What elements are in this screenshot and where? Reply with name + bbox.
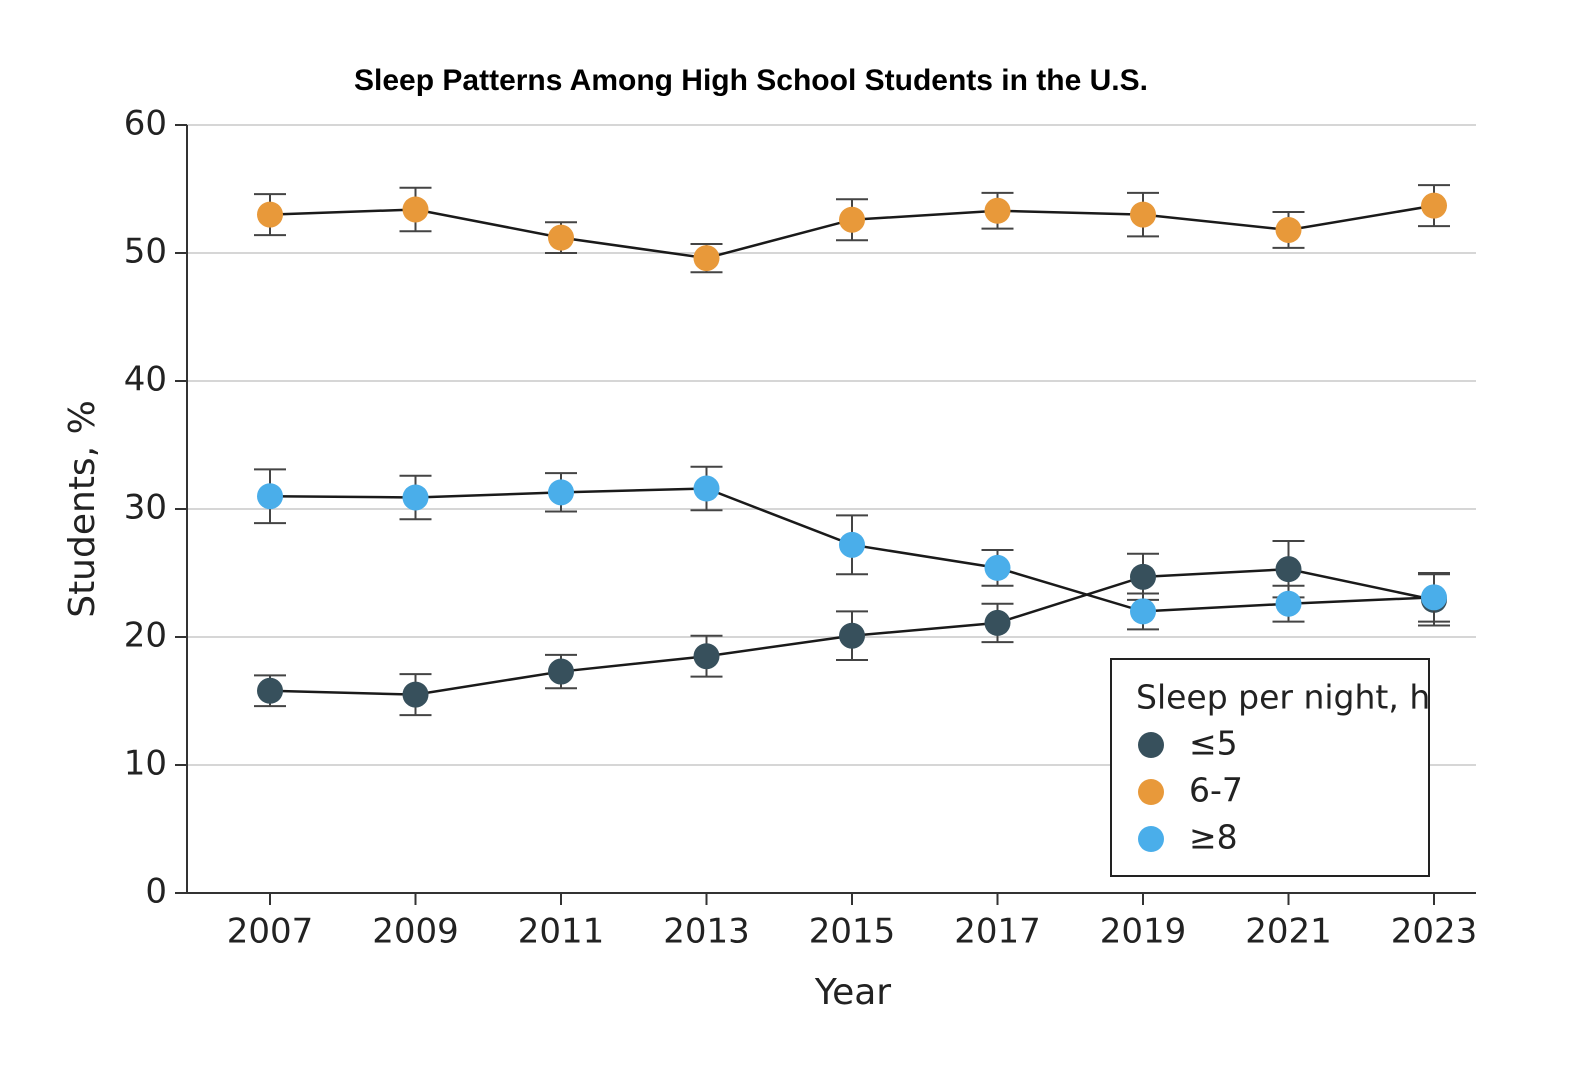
- legend-box: [1110, 658, 1430, 877]
- y-tick-label: 60: [124, 104, 167, 144]
- data-point: [1130, 598, 1156, 625]
- data-point: [402, 196, 429, 223]
- x-tick-label: 2009: [372, 912, 459, 952]
- data-point: [693, 475, 720, 502]
- legend-label: ≥8: [1189, 818, 1238, 857]
- data-point: [693, 245, 720, 272]
- data-point: [257, 201, 283, 228]
- legend-label: ≤5: [1189, 724, 1238, 763]
- y-tick-label: 0: [145, 872, 167, 912]
- series: [254, 465, 1450, 631]
- data-point: [257, 677, 283, 704]
- legend-marker: [1138, 779, 1164, 805]
- chart-title: Sleep Patterns Among High School Student…: [354, 64, 1148, 97]
- legend-label: 6-7: [1189, 771, 1243, 810]
- x-tick-label: 2007: [227, 912, 314, 952]
- data-point: [1275, 216, 1302, 243]
- legend: Sleep per night, h ≤5 6-7 ≥8: [1110, 658, 1430, 877]
- data-point: [548, 479, 574, 506]
- data-point: [548, 658, 574, 685]
- data-point: [839, 206, 865, 233]
- y-tick-label: 10: [124, 744, 167, 784]
- data-point: [1421, 192, 1447, 219]
- data-point: [402, 484, 429, 511]
- data-point: [984, 554, 1011, 581]
- series: [254, 540, 1450, 717]
- y-tick-label: 40: [124, 360, 167, 400]
- legend-marker: [1138, 826, 1164, 852]
- data-point: [402, 681, 429, 708]
- data-point: [839, 622, 865, 649]
- legend-marker: [1138, 732, 1164, 758]
- x-tick-label: 2015: [809, 912, 896, 952]
- y-tick-label: 30: [124, 488, 167, 528]
- series: [254, 184, 1450, 274]
- y-axis-label: Students, %: [62, 400, 103, 618]
- y-tick-label: 20: [124, 616, 167, 656]
- x-tick-label: 2017: [954, 912, 1041, 952]
- legend-title: Sleep per night, h: [1136, 678, 1430, 717]
- data-point: [1130, 563, 1156, 590]
- data-point: [984, 609, 1011, 636]
- x-tick-label: 2011: [518, 912, 605, 952]
- data-point: [1130, 201, 1156, 228]
- data-point: [693, 643, 720, 670]
- data-point: [1275, 590, 1302, 617]
- x-tick-label: 2021: [1245, 912, 1332, 952]
- x-tick-label: 2019: [1100, 912, 1187, 952]
- grid: [187, 124, 1476, 766]
- data-point: [984, 197, 1011, 224]
- y-tick-label: 50: [124, 232, 167, 272]
- plot-area: [254, 184, 1450, 717]
- x-tick-label: 2013: [663, 912, 750, 952]
- data-point: [257, 483, 283, 510]
- data-point: [1421, 584, 1447, 611]
- x-axis-label: Year: [814, 972, 891, 1013]
- data-point: [839, 531, 865, 558]
- data-point: [548, 224, 574, 251]
- x-tick-label: 2023: [1391, 912, 1478, 952]
- data-point: [1275, 556, 1302, 583]
